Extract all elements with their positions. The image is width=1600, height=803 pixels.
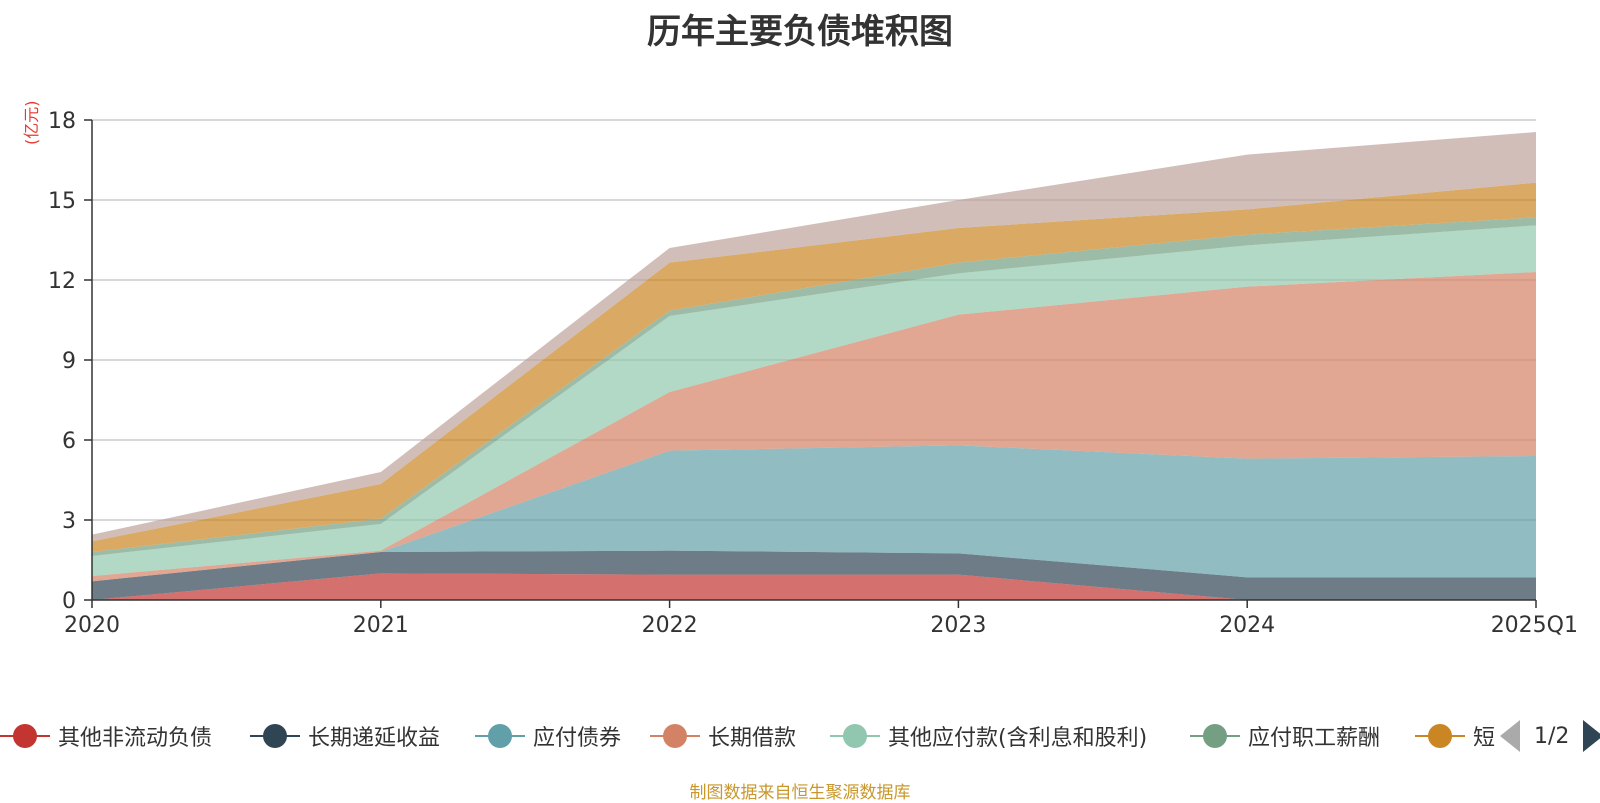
legend-label: 应付债券 (533, 726, 622, 751)
legend-label: 短 (1473, 726, 1496, 751)
legend-label: 长期借款 (708, 726, 797, 751)
legend-swatch-icon (1415, 722, 1465, 750)
area-series-6 (92, 182, 1536, 552)
y-tick-label: 12 (48, 269, 76, 294)
legend-item[interactable]: 短 (1415, 716, 1495, 756)
x-tick-label: 2025Q1 (1491, 613, 1578, 638)
x-tick-label: 2023 (930, 613, 986, 638)
legend-label: 其他应付款(含利息和股利) (888, 726, 1148, 751)
y-tick-label: 0 (62, 589, 76, 614)
y-tick-label: 6 (62, 429, 76, 454)
area-series-2 (92, 445, 1536, 582)
legend-label: 其他非流动负债 (58, 726, 213, 751)
legend-item[interactable]: 长期递延收益 (250, 716, 440, 756)
legend-item[interactable]: 应付债券 (475, 716, 621, 756)
legend-swatch-icon (475, 722, 525, 750)
y-tick-label: 18 (48, 109, 76, 134)
area-series-7 (92, 132, 1536, 542)
area-series-5 (92, 217, 1536, 557)
area-series-3 (92, 272, 1536, 582)
legend-swatch-icon (250, 722, 300, 750)
chart-title: 历年主要负债堆积图 (647, 12, 953, 52)
legend-item[interactable]: 长期借款 (650, 716, 796, 756)
area-series-4 (92, 225, 1536, 577)
x-tick-label: 2022 (642, 613, 698, 638)
legend-item[interactable]: 其他非流动负债 (0, 716, 212, 756)
legend-label: 应付职工薪酬 (1248, 726, 1381, 751)
legend-swatch-icon (650, 722, 700, 750)
legend-page-indicator: 1/2 (1534, 723, 1570, 749)
source-note: 制图数据来自恒生聚源数据库 (689, 783, 911, 803)
legend-item[interactable]: 其他应付款(含利息和股利) (830, 716, 1147, 756)
legend: 其他非流动负债 长期递延收益 应付债券 长期借款 其他应付款(含利息和股利) 应付职工薪酬… (0, 716, 1500, 756)
area-series-1 (92, 550, 1536, 600)
x-tick-label: 2021 (353, 613, 409, 638)
legend-swatch-icon (1190, 722, 1240, 750)
legend-swatch-icon (0, 722, 50, 750)
y-tick-label: 3 (62, 509, 76, 534)
legend-pager: 1/2 (1500, 716, 1600, 756)
area-series-0 (92, 573, 1536, 600)
x-tick-label: 2024 (1219, 613, 1275, 638)
x-tick-label: 2020 (64, 613, 120, 638)
legend-item[interactable]: 应付职工薪酬 (1190, 716, 1380, 756)
legend-next-icon[interactable] (1583, 720, 1600, 752)
y-tick-label: 9 (62, 349, 76, 374)
y-tick-label: 15 (48, 189, 76, 214)
legend-swatch-icon (830, 722, 880, 750)
legend-prev-icon[interactable] (1500, 720, 1520, 752)
legend-label: 长期递延收益 (308, 726, 441, 751)
